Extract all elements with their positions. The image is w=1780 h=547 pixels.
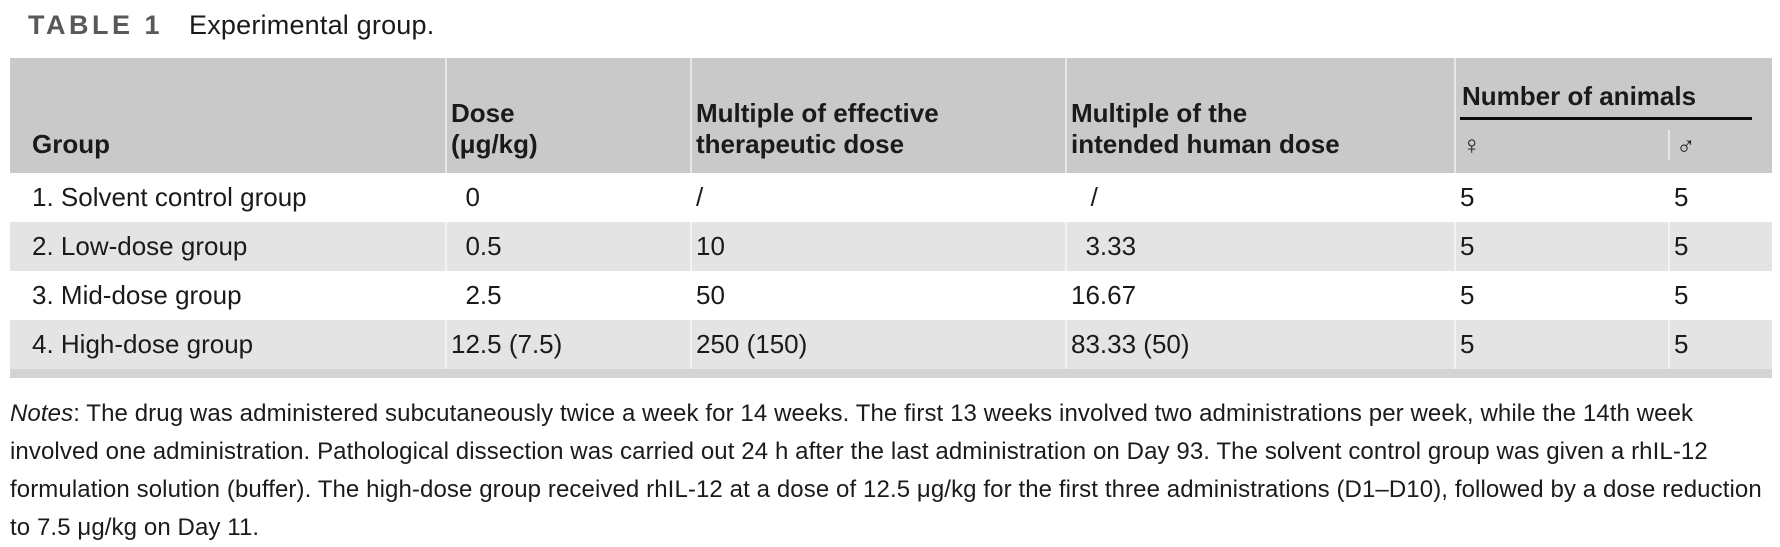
cell-female-count: 5 [1456,173,1670,222]
cell-dose: 0.5 [447,222,692,271]
cell-dose: 2.5 [447,271,692,320]
column-header-group: Group [10,58,447,173]
cell-group: 4. High-dose group [10,320,447,369]
table-row: 3. Mid-dose group 2.5 50 16.67 5 5 [10,271,1772,320]
table-row: 4. High-dose group 12.5 (7.5) 250 (150) … [10,320,1772,369]
cell-multiple-human: / [1067,173,1456,222]
table-caption: Experimental group. [189,10,435,40]
table-row: 2. Low-dose group 0.5 10 3.33 5 5 [10,222,1772,271]
female-icon: ♀ [1456,130,1670,160]
notes-text: : The drug was administered subcutaneous… [10,400,1762,541]
experimental-group-table: Group Dose (μg/kg) Multiple of effective… [10,58,1772,378]
number-of-animals-label: Number of animals [1462,81,1697,111]
column-header-number-of-animals: Number of animals ♀ ♂ [1456,58,1772,173]
table-bottom-border [10,369,1772,378]
cell-multiple-human: 83.33 (50) [1067,320,1456,369]
column-header-dose: Dose (μg/kg) [447,58,692,173]
animals-header-rule [1460,117,1752,120]
table-title-row: TABLE 1 Experimental group. [0,0,1780,41]
male-icon: ♂ [1676,130,1696,160]
cell-dose: 12.5 (7.5) [447,320,692,369]
cell-female-count: 5 [1456,320,1670,369]
cell-female-count: 5 [1456,222,1670,271]
cell-male-count: 5 [1674,182,1689,212]
cell-multiple-effective: 50 [692,271,1067,320]
cell-female-count: 5 [1456,271,1670,320]
cell-male-count: 5 [1674,280,1689,310]
table-number-label: TABLE 1 [28,10,164,40]
cell-group: 2. Low-dose group [10,222,447,271]
cell-multiple-effective: 10 [692,222,1067,271]
cell-multiple-effective: / [692,173,1067,222]
notes-label: Notes [10,400,74,427]
cell-male-count: 5 [1674,329,1689,359]
cell-group: 3. Mid-dose group [10,271,447,320]
cell-dose: 0 [447,173,692,222]
animals-subheaders: ♀ ♂ [1456,120,1772,173]
cell-multiple-human: 3.33 [1067,222,1456,271]
table-notes: Notes: The drug was administered subcuta… [10,395,1772,547]
cell-male-count: 5 [1674,231,1689,261]
cell-multiple-effective: 250 (150) [692,320,1067,369]
column-header-multiple-effective: Multiple of effective therapeutic dose [692,58,1067,173]
column-header-multiple-human: Multiple of the intended human dose [1067,58,1456,173]
table-header-row: Group Dose (μg/kg) Multiple of effective… [10,58,1772,173]
table-row: 1. Solvent control group 0 / / 5 5 [10,173,1772,222]
cell-multiple-human: 16.67 [1067,271,1456,320]
cell-group: 1. Solvent control group [10,173,447,222]
